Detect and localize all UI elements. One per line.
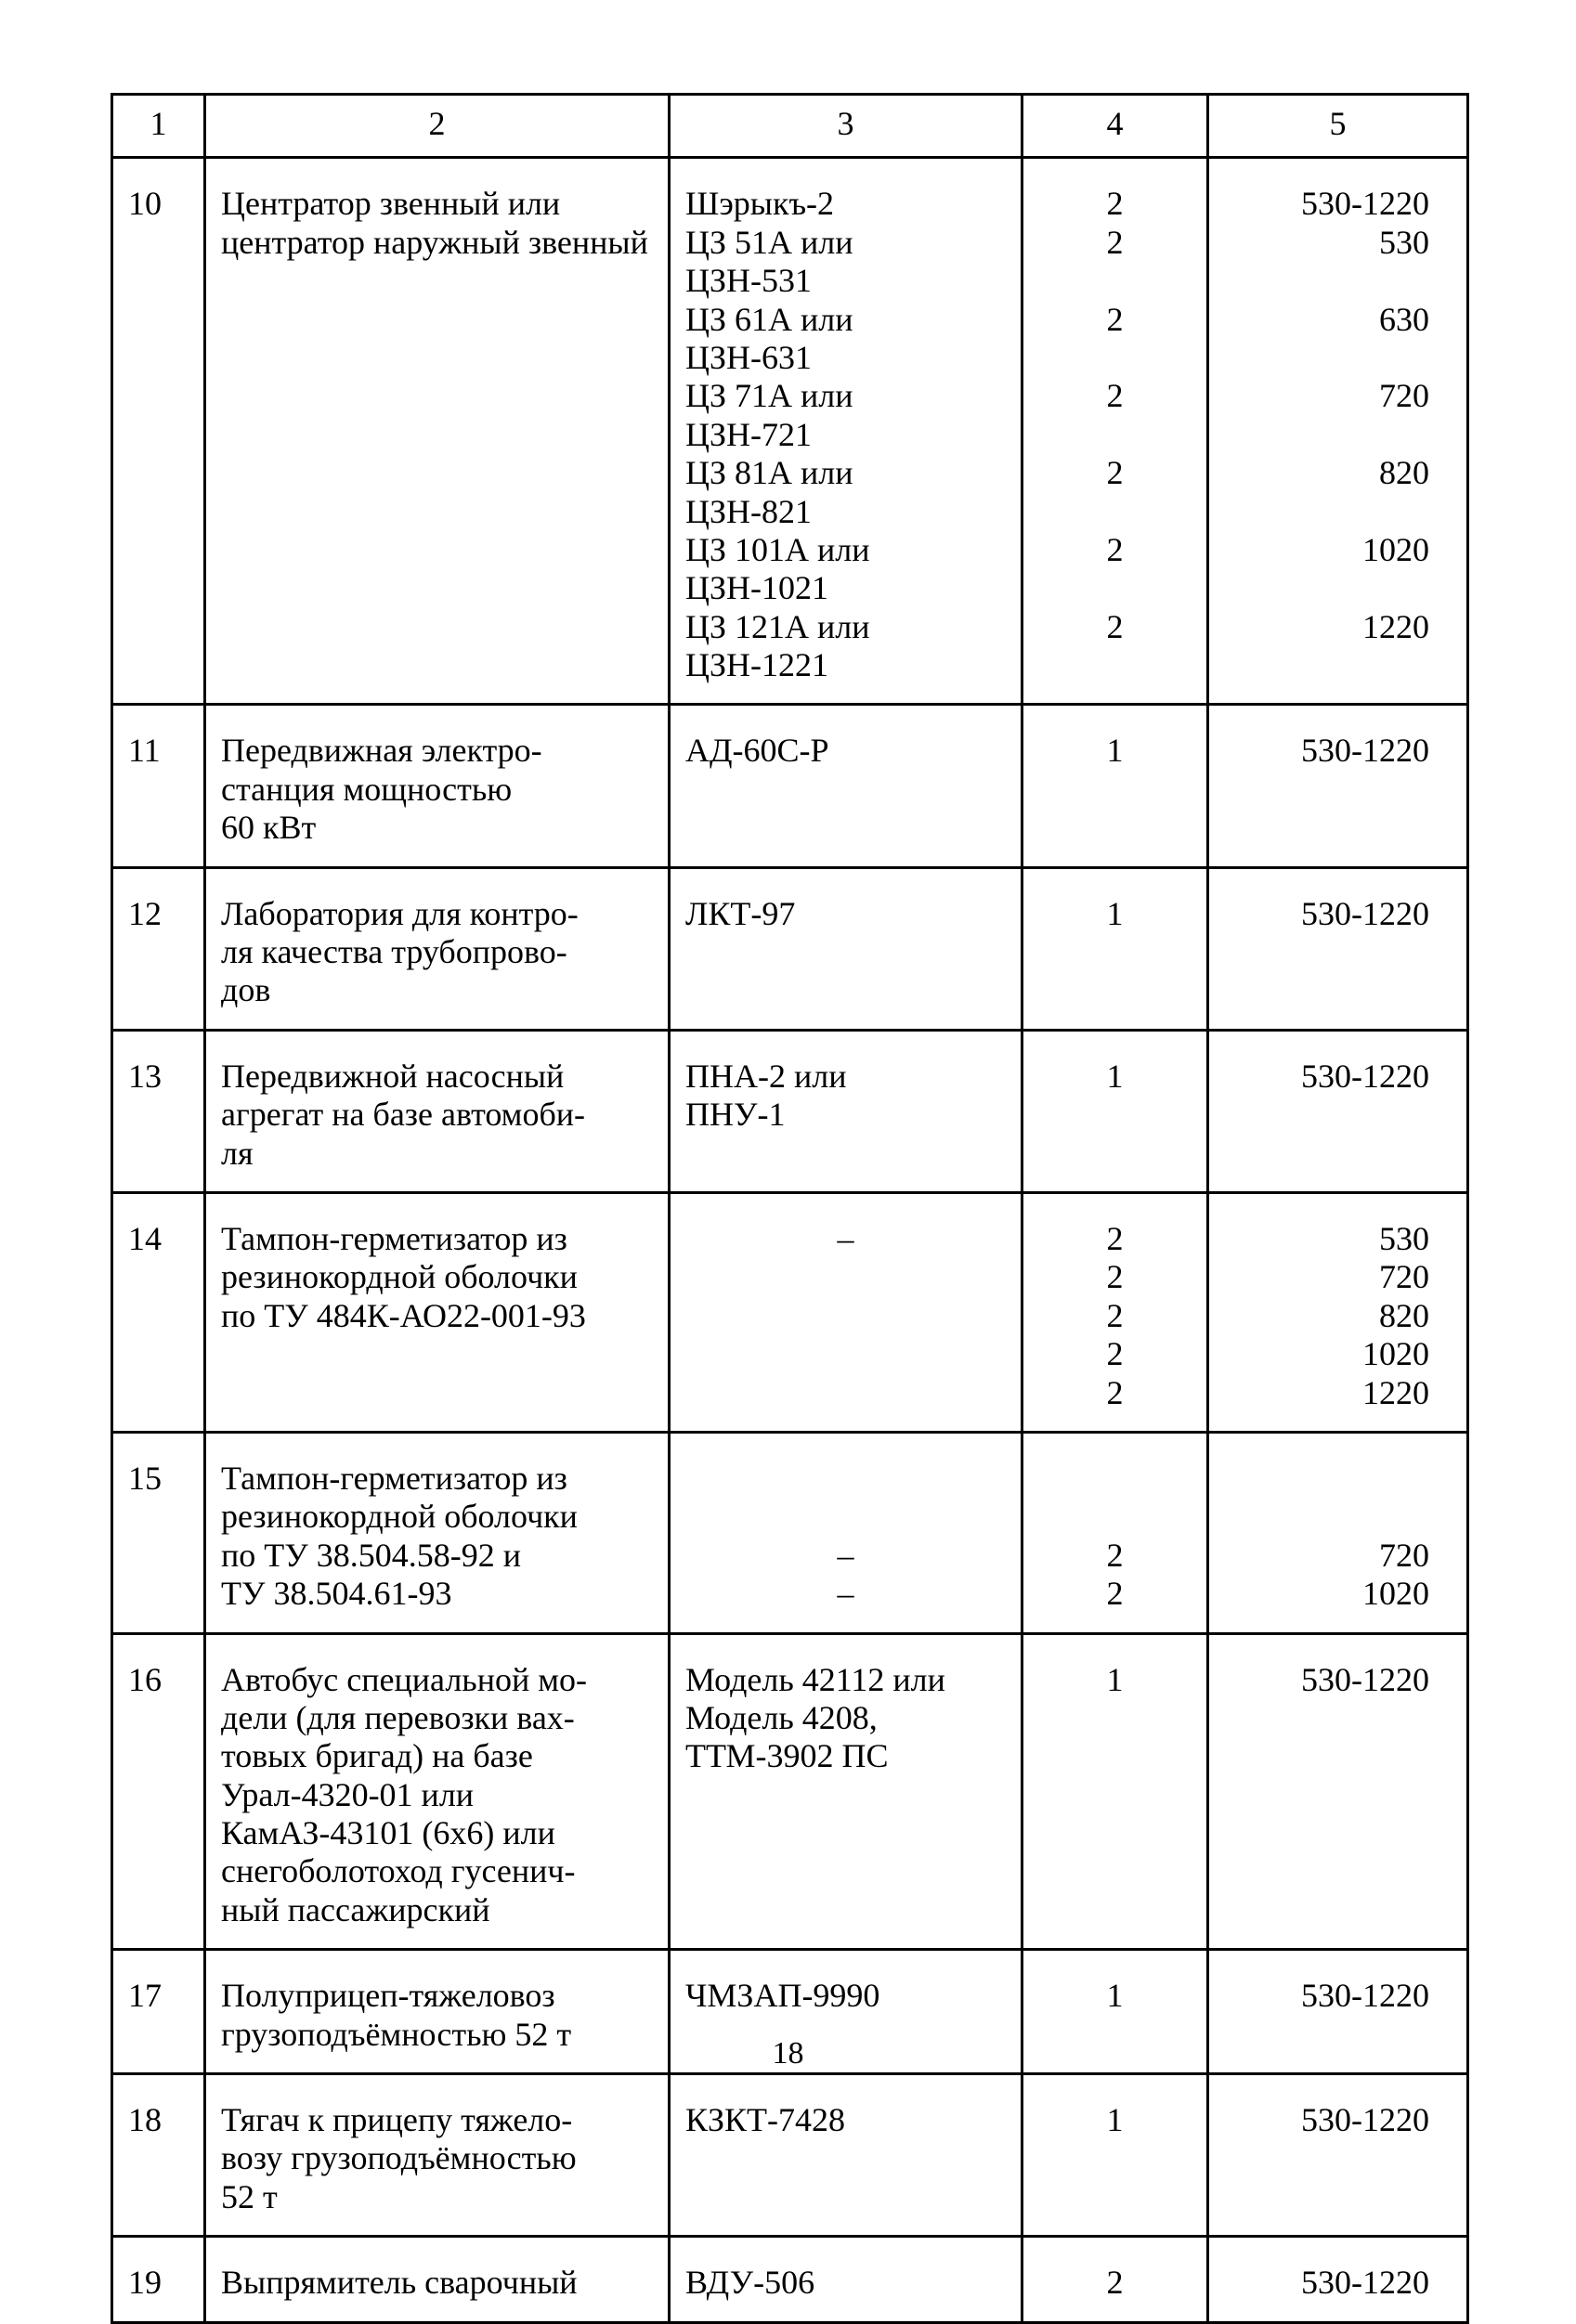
row-diam: 530-1220 (1208, 2074, 1468, 2237)
col-4-header: 4 (1022, 95, 1208, 158)
row-mark: ЛКТ-97 (670, 867, 1022, 1030)
col-1-header: 1 (112, 95, 205, 158)
col-5-header: 5 (1208, 95, 1468, 158)
row-description: Тампон-герметизатор изрезинокордной обол… (205, 1432, 670, 1633)
row-qty: 1 (1022, 867, 1208, 1030)
row-description: Автобус специальной мо-дели (для перевоз… (205, 1633, 670, 1950)
table-body: 10Центратор звенный или центратор наружн… (112, 158, 1468, 2322)
row-mark: ПНА-2 илиПНУ-1 (670, 1030, 1022, 1192)
page-number: 18 (0, 2036, 1576, 2071)
row-index: 18 (112, 2074, 205, 2237)
table-row: 18Тягач к прицепу тяжело-возу грузоподъё… (112, 2074, 1468, 2237)
row-mark: Шэрыкъ-2ЦЗ 51А илиЦЗН-531ЦЗ 61А илиЦЗН-6… (670, 158, 1022, 705)
row-mark: АД-60С-Р (670, 705, 1022, 867)
row-mark: КЗКТ-7428 (670, 2074, 1022, 2237)
table-row: 10Центратор звенный или центратор наружн… (112, 158, 1468, 705)
row-diam: 530-1220 (1208, 2237, 1468, 2322)
table-row: 15Тампон-герметизатор изрезинокордной об… (112, 1432, 1468, 1633)
row-description: Передвижной насосныйагрегат на базе авто… (205, 1030, 670, 1192)
row-description: Лаборатория для контро-ля качества трубо… (205, 867, 670, 1030)
col-3-header: 3 (670, 95, 1022, 158)
row-index: 14 (112, 1192, 205, 1432)
row-qty: 1 (1022, 1030, 1208, 1192)
row-description: Центратор звенный или центратор наружный… (205, 158, 670, 705)
row-qty: 22 2 2 2 2 2 (1022, 158, 1208, 705)
row-index: 13 (112, 1030, 205, 1192)
row-diam: 7201020 (1208, 1432, 1468, 1633)
row-diam: 530-1220 (1208, 1633, 1468, 1950)
row-index: 15 (112, 1432, 205, 1633)
row-index: 19 (112, 2237, 205, 2322)
row-qty: 1 (1022, 2074, 1208, 2237)
row-mark: – (670, 1192, 1022, 1432)
row-diam: 530-1220 (1208, 705, 1468, 867)
row-index: 12 (112, 867, 205, 1030)
row-description: Передвижная электро-станция мощностью60 … (205, 705, 670, 867)
row-qty: 22 (1022, 1432, 1208, 1633)
row-description: Выпрямитель сварочный (205, 2237, 670, 2322)
row-index: 16 (112, 1633, 205, 1950)
row-diam: 530-1220530 630 720 820 1020 1220 (1208, 158, 1468, 705)
col-2-header: 2 (205, 95, 670, 158)
row-qty: 1 (1022, 705, 1208, 867)
row-description: Тягач к прицепу тяжело-возу грузоподъёмн… (205, 2074, 670, 2237)
row-description: Тампон-герметизатор изрезинокордной обол… (205, 1192, 670, 1432)
row-qty: 1 (1022, 1633, 1208, 1950)
row-mark: Модель 42112 илиМодель 4208,ТТМ-3902 ПС (670, 1633, 1022, 1950)
page: 1 2 3 4 5 10Центратор звенный или центра… (0, 0, 1576, 2114)
table-row: 19Выпрямитель сварочныйВДУ-5062530-1220 (112, 2237, 1468, 2322)
table-row: 13Передвижной насосныйагрегат на базе ав… (112, 1030, 1468, 1192)
row-mark: –– (670, 1432, 1022, 1633)
row-mark: ВДУ-506 (670, 2237, 1022, 2322)
table-row: 12Лаборатория для контро-ля качества тру… (112, 867, 1468, 1030)
row-index: 11 (112, 705, 205, 867)
equipment-table: 1 2 3 4 5 10Центратор звенный или центра… (111, 93, 1469, 2324)
table-row: 11Передвижная электро-станция мощностью6… (112, 705, 1468, 867)
row-diam: 530-1220 (1208, 1030, 1468, 1192)
row-index: 10 (112, 158, 205, 705)
table-header-row: 1 2 3 4 5 (112, 95, 1468, 158)
row-diam: 53072082010201220 (1208, 1192, 1468, 1432)
table-row: 14Тампон-герметизатор изрезинокордной об… (112, 1192, 1468, 1432)
row-qty: 22222 (1022, 1192, 1208, 1432)
table-row: 16Автобус специальной мо-дели (для перев… (112, 1633, 1468, 1950)
row-diam: 530-1220 (1208, 867, 1468, 1030)
row-qty: 2 (1022, 2237, 1208, 2322)
